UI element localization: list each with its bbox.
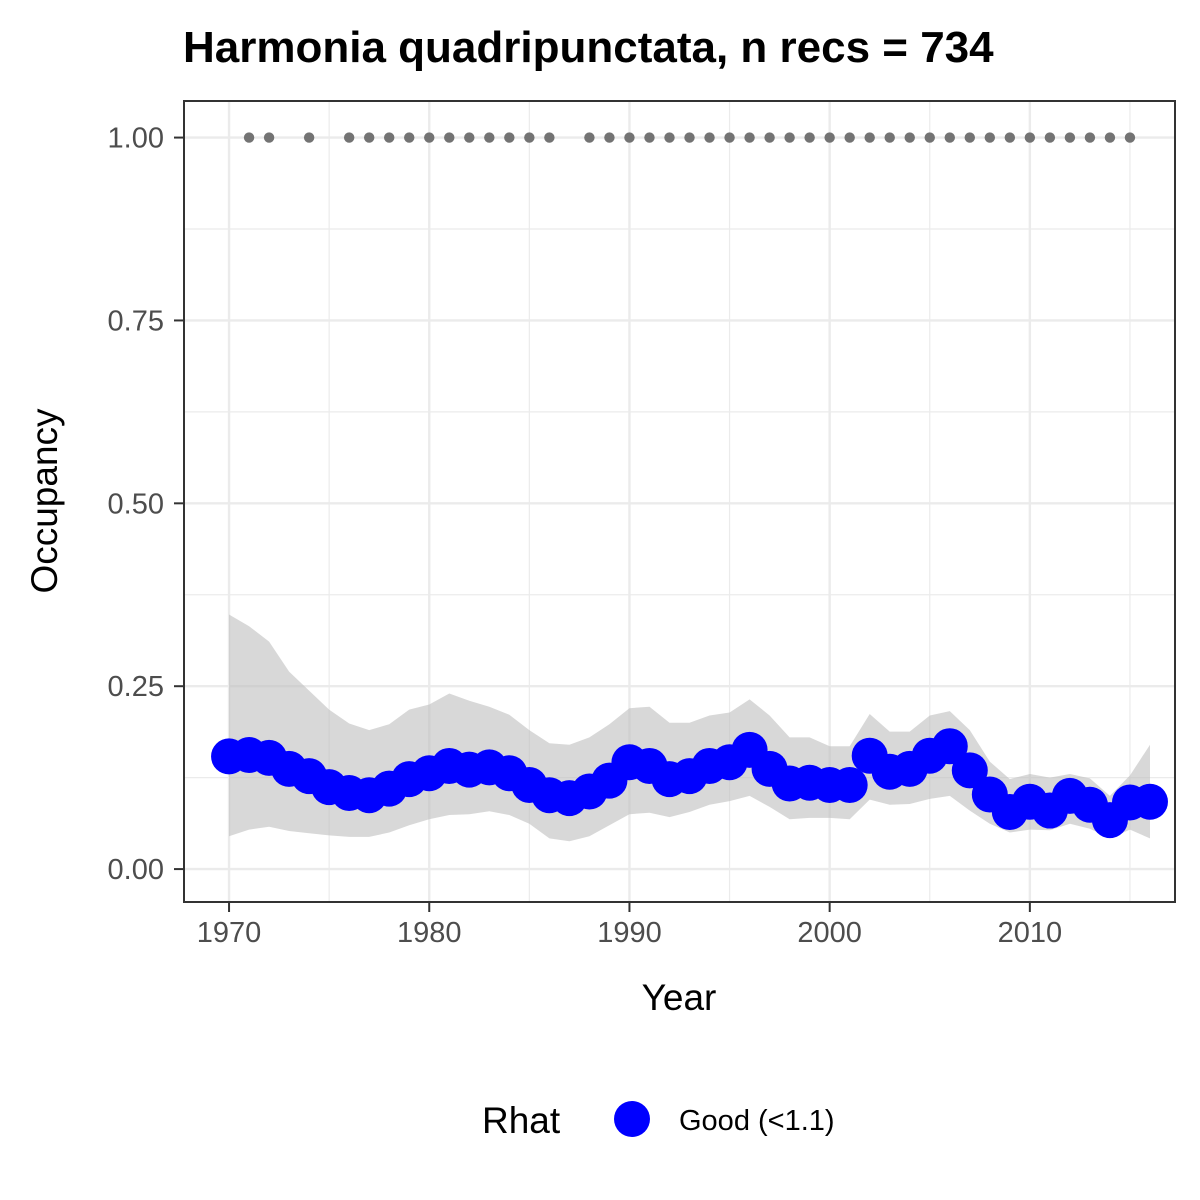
record-point [303,132,315,143]
record-point [604,132,615,143]
x-axis: 1970 1980 1990 2000 2010 [197,902,1062,949]
record-point [524,132,535,143]
record-point [784,132,795,143]
record-point [1064,132,1076,143]
record-point [764,132,775,143]
record-point [343,132,355,143]
record-point [664,132,675,143]
record-point [504,132,515,143]
confidence-ribbon [229,614,1150,842]
record-point [243,132,255,143]
record-point [644,132,655,143]
record-point [724,132,735,143]
data-point [931,728,968,765]
y-tick-label: 0.50 [108,488,164,520]
record-point [1104,132,1116,143]
record-point [804,132,815,143]
x-tick-label: 1980 [397,917,462,949]
record-point [924,132,935,143]
record-point [424,132,435,143]
y-tick-label: 0.75 [108,305,164,337]
x-tick-label: 1990 [597,917,662,949]
x-tick-label: 2010 [998,917,1063,949]
y-tick-label: 1.00 [108,123,164,155]
x-tick-label: 1970 [197,917,262,949]
record-point [584,132,595,143]
record-point [263,132,275,143]
record-point [844,132,855,143]
legend-label-good: Good (<1.1) [679,1105,835,1137]
record-point [363,132,375,143]
plot-panel-border [183,100,1176,903]
legend-key-good [614,1101,650,1137]
record-point [984,132,996,143]
record-point [1004,132,1016,143]
record-point [904,132,915,143]
y-tick-label: 0.00 [108,854,164,886]
record-points [243,132,1136,143]
record-point [1044,132,1056,143]
chart-title: Harmonia quadripunctata, n recs = 734 [183,23,994,72]
record-point [384,132,395,143]
record-point [944,132,955,143]
y-axis-title: Occupancy [24,408,65,594]
x-axis-title: Year [642,977,717,1018]
data-point [951,752,988,789]
record-point [464,132,475,143]
occupancy-series [211,728,1168,839]
legend: Rhat Good (<1.1) [482,1100,835,1141]
legend-title: Rhat [482,1100,561,1141]
record-point [1024,132,1036,143]
record-point [824,132,835,143]
record-point [884,132,895,143]
record-point [744,132,755,143]
record-point [704,132,715,143]
data-point [1131,783,1168,820]
x-tick-label: 2000 [797,917,862,949]
record-point [484,132,495,143]
y-axis: 0.00 0.25 0.50 0.75 1.00 [108,123,184,886]
record-point [864,132,875,143]
record-point [1084,132,1096,143]
record-point [964,132,975,143]
record-point [544,132,555,143]
record-point [684,132,695,143]
y-tick-label: 0.25 [108,671,164,703]
record-point [404,132,415,143]
record-point [1124,132,1136,143]
data-point [831,766,868,803]
record-point [444,132,455,143]
record-point [624,132,635,143]
